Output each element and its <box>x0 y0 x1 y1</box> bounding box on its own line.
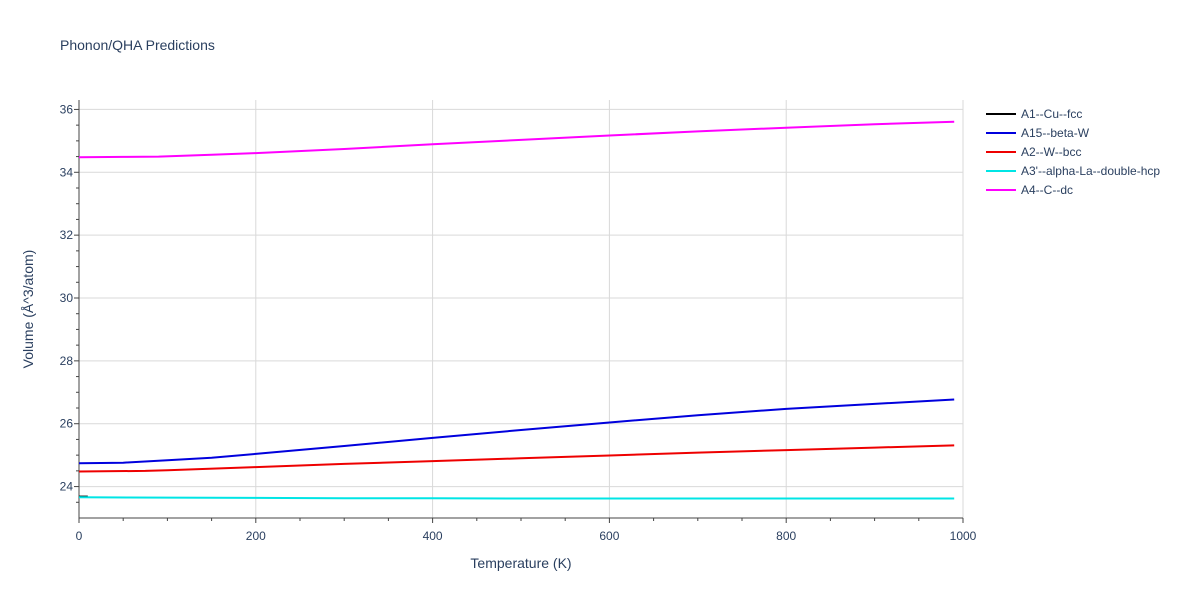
y-tick-label: 34 <box>60 165 74 179</box>
legend-item[interactable]: A2--W--bcc <box>986 145 1081 159</box>
y-axis-label: Volume (Å^3/atom) <box>20 250 36 369</box>
x-tick-label: 600 <box>599 529 619 543</box>
legend-label: A4--C--dc <box>1021 183 1073 197</box>
x-tick-label: 200 <box>246 529 266 543</box>
y-tick-label: 32 <box>60 228 74 242</box>
legend-label: A15--beta-W <box>1021 126 1090 140</box>
legend-label: A3'--alpha-La--double-hcp <box>1021 164 1160 178</box>
x-tick-label: 400 <box>423 529 443 543</box>
series-line-a3-alpha-la-double-hcp <box>78 496 955 500</box>
legend[interactable]: A1--Cu--fcc A15--beta-W A2--W--bcc A3'--alp… <box>986 107 1160 197</box>
series-line-a2-w-bcc <box>78 444 955 473</box>
x-tick-label: 0 <box>76 529 83 543</box>
x-tick-label: 1000 <box>950 529 977 543</box>
legend-item[interactable]: A15--beta-W <box>986 126 1090 140</box>
chart-title: Phonon/QHA Predictions <box>60 37 215 53</box>
series-line-a15-beta-w <box>78 398 955 465</box>
series-lines <box>78 120 955 500</box>
y-tick-label: 24 <box>60 480 74 494</box>
x-axis-label: Temperature (K) <box>470 555 571 571</box>
series-line-a4-c-dc <box>78 120 955 159</box>
legend-item[interactable]: A4--C--dc <box>986 183 1073 197</box>
x-tick-label: 800 <box>776 529 796 543</box>
y-tick-label: 30 <box>60 291 74 305</box>
legend-item[interactable]: A3'--alpha-La--double-hcp <box>986 164 1160 178</box>
y-tick-label: 36 <box>60 102 74 116</box>
axes: 0 200 400 600 800 1000 24 26 28 30 32 34 36 <box>60 100 977 543</box>
y-tick-label: 28 <box>60 354 74 368</box>
legend-label: A2--W--bcc <box>1021 145 1081 159</box>
legend-item[interactable]: A1--Cu--fcc <box>986 107 1082 121</box>
y-tick-label: 26 <box>60 417 74 431</box>
grid <box>78 100 964 518</box>
legend-label: A1--Cu--fcc <box>1021 107 1082 121</box>
